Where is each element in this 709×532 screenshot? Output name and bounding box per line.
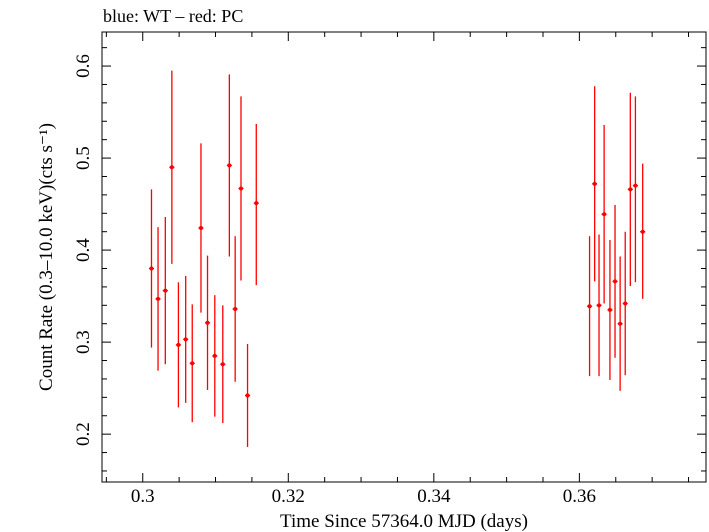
data-point <box>627 92 633 286</box>
data-point <box>198 143 204 313</box>
data-point <box>175 282 181 408</box>
x-tick-label: 0.32 <box>272 486 305 507</box>
point-marker <box>183 337 188 342</box>
data-point <box>596 234 602 377</box>
point-marker <box>254 201 259 206</box>
data-point <box>183 275 189 403</box>
point-marker <box>592 181 597 186</box>
point-marker <box>245 393 250 398</box>
data-point <box>617 256 623 391</box>
y-tick-label: 0.5 <box>73 146 94 170</box>
y-tick-label: 0.4 <box>73 238 94 262</box>
data-point <box>601 124 607 304</box>
point-marker <box>633 183 638 188</box>
data-point <box>155 227 161 371</box>
point-marker <box>212 353 217 358</box>
point-marker <box>597 303 602 308</box>
data-point <box>244 343 251 448</box>
point-marker <box>618 321 623 326</box>
point-marker <box>205 320 210 325</box>
x-axis-label: Time Since 57364.0 MJD (days) <box>280 511 528 532</box>
x-tick-label: 0.34 <box>417 486 451 507</box>
point-marker <box>623 301 628 306</box>
point-marker <box>233 306 238 311</box>
data-point <box>607 239 613 380</box>
data-point <box>148 189 155 348</box>
axis-ticks <box>102 32 706 482</box>
data-point <box>587 236 593 377</box>
data-point <box>162 216 168 365</box>
data-point <box>220 305 226 424</box>
point-marker <box>640 229 645 234</box>
data-point <box>212 295 218 417</box>
point-marker <box>613 279 618 284</box>
point-marker <box>227 163 232 168</box>
chart-title: blue: WT – red: PC <box>103 6 243 26</box>
plot-frame <box>101 31 707 483</box>
data-point <box>592 86 598 282</box>
point-marker <box>176 342 181 347</box>
point-marker <box>156 296 161 301</box>
data-point <box>632 96 638 283</box>
point-marker <box>587 304 592 309</box>
data-point <box>253 124 259 286</box>
data-point <box>622 231 628 376</box>
data-point <box>204 255 211 390</box>
data-point <box>226 74 232 257</box>
point-marker <box>602 212 607 217</box>
point-marker <box>238 186 243 191</box>
point-marker <box>198 226 203 231</box>
data-point <box>640 163 646 299</box>
y-axis-label: Count Rate (0.3–10.0 keV)(cts s⁻¹) <box>36 123 57 391</box>
data-point <box>189 304 195 423</box>
tick-labels: 0.3 0.32 0.34 0.36 0.2 0.3 0.4 0.5 0.6 <box>73 54 596 507</box>
point-marker <box>169 165 174 170</box>
data-points <box>148 70 646 448</box>
data-point <box>238 96 244 281</box>
y-tick-label: 0.2 <box>73 422 94 446</box>
point-marker <box>607 307 612 312</box>
data-point <box>612 205 618 358</box>
point-marker <box>220 362 225 367</box>
x-tick-label: 0.3 <box>131 486 155 507</box>
point-marker <box>190 361 195 366</box>
y-tick-label: 0.6 <box>73 54 94 78</box>
data-point <box>232 236 238 382</box>
x-tick-label: 0.36 <box>563 486 596 507</box>
point-marker <box>163 288 168 293</box>
data-point <box>169 70 175 264</box>
y-tick-label: 0.3 <box>73 330 94 354</box>
point-marker <box>149 266 154 271</box>
point-marker <box>628 187 633 192</box>
